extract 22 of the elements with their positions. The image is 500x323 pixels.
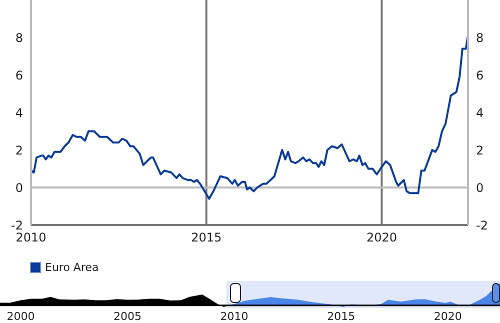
y2-tick-label: 8 [476, 30, 484, 45]
legend-label: Euro Area [45, 260, 99, 274]
y2-tick-label: -2 [476, 218, 488, 232]
line-series [31, 34, 468, 200]
x-tick-label: 2010 [16, 230, 46, 245]
y2-tick-label: 4 [476, 106, 484, 120]
y2-tick-label: 6 [476, 68, 484, 82]
y-tick-label: 6 [15, 68, 23, 82]
x-tick-label: 2020 [434, 310, 462, 323]
x-tick-label: 2005 [114, 310, 142, 323]
y-tick-label: 0 [15, 180, 23, 195]
y-tick-label: 8 [15, 30, 23, 45]
y-tick-label: 4 [15, 106, 23, 120]
x-tick-label: 2020 [366, 230, 397, 245]
x-tick-label: 2010 [220, 310, 248, 323]
y-tick-label: -2 [11, 218, 23, 232]
x-tick-label: 2015 [327, 310, 356, 323]
x-tick-label: 2000 [6, 310, 35, 323]
y2-tick-label: 2 [476, 143, 484, 158]
y2-tick-label: 0 [476, 180, 484, 195]
y-tick-label: 2 [15, 143, 23, 158]
x-tick-label: 2015 [191, 230, 222, 245]
